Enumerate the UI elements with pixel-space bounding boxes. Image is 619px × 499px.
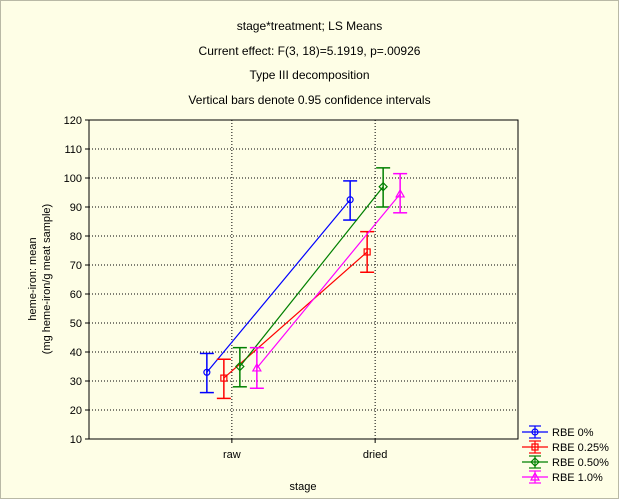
legend-label: RBE 0.25% <box>552 442 609 454</box>
data-point <box>220 374 228 382</box>
x-tick-label: dried <box>363 449 387 461</box>
y-tick-label: 120 <box>64 115 82 127</box>
chart-subtitle-decomposition: Type III decomposition <box>249 68 370 82</box>
data-point <box>363 248 371 256</box>
data-point <box>378 181 388 192</box>
chart-subtitle-effect: Current effect: F(3, 18)=5.1919, p=.0092… <box>198 44 421 58</box>
series-line <box>256 193 401 369</box>
legend-label: RBE 1.0% <box>552 472 603 484</box>
data-point <box>346 196 354 204</box>
data-point <box>251 362 262 372</box>
y-tick-label: 90 <box>70 202 82 214</box>
legend-marker <box>529 471 541 481</box>
y-tick-label: 20 <box>70 405 82 417</box>
x-axis-title: stage <box>290 481 317 493</box>
plot-area-frame <box>88 119 519 440</box>
y-tick-label: 80 <box>70 231 82 243</box>
legend-marker <box>531 443 539 451</box>
chart-title: stage*treatment; LS Means <box>236 19 383 33</box>
y-tick-label: 60 <box>70 289 82 301</box>
y-tick-label: 100 <box>64 173 82 185</box>
legend-marker <box>530 457 540 467</box>
data-point <box>235 361 245 372</box>
legend-label: RBE 0% <box>552 427 594 439</box>
legend-marker <box>531 428 539 436</box>
y-axis-title: heme-iron: mean <box>27 237 39 320</box>
y-tick-label: 30 <box>70 376 82 388</box>
series-line <box>206 199 351 373</box>
y-tick-label: 40 <box>70 347 82 359</box>
y-tick-label: 110 <box>64 144 82 156</box>
legend-label: RBE 0.50% <box>552 457 609 469</box>
legend: RBE 0% RBE 0.25% RBE 0.50% RBE 1.0% <box>522 425 609 484</box>
x-tick-label: raw <box>223 449 241 461</box>
y-tick-label: 50 <box>70 318 82 330</box>
series-rbe-0- <box>199 180 358 394</box>
series-layer <box>199 167 408 400</box>
y-axis-title-units: (mg heme-iron/g meat sample) <box>41 204 53 354</box>
grid-layer <box>89 120 518 439</box>
y-tick-label: 10 <box>70 434 82 446</box>
series-rbe-1-0- <box>249 172 408 389</box>
series-line <box>239 186 384 367</box>
data-point <box>203 368 211 376</box>
chart-subtitle-ci-note: Vertical bars denote 0.95 confidence int… <box>188 93 431 107</box>
data-point <box>395 188 406 198</box>
y-tick-label: 70 <box>70 260 82 272</box>
axis-ticks: 10 20 30 40 50 60 70 80 90 100 110 120 raw dried <box>64 115 388 461</box>
series-rbe-0-50- <box>232 167 391 388</box>
